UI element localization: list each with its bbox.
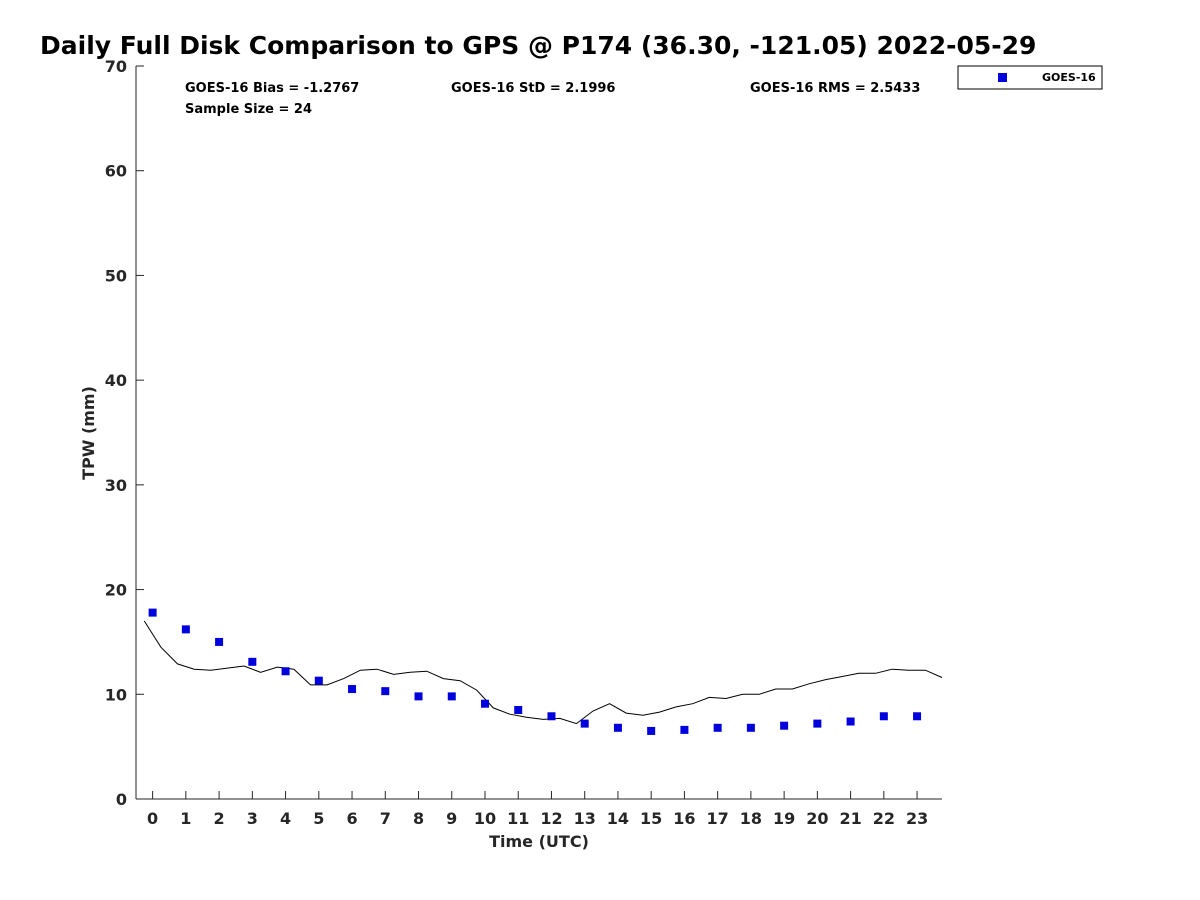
legend-label-goes16: GOES-16 [1042, 71, 1096, 84]
goes16-point [148, 608, 157, 617]
y-tick-label: 50 [105, 266, 127, 285]
x-tick-label: 22 [873, 809, 895, 828]
goes16-point [846, 717, 855, 726]
stat-bias: GOES-16 Bias = -1.2767 [185, 81, 359, 96]
goes16-point [879, 712, 888, 721]
legend: GOES-16 [957, 65, 1103, 90]
x-tick-label: 15 [640, 809, 662, 828]
y-tick-label: 20 [105, 581, 127, 600]
x-tick-label: 10 [474, 809, 496, 828]
goes16-point [248, 657, 257, 666]
goes16-point [381, 687, 390, 696]
stat-std: GOES-16 StD = 2.1996 [451, 81, 615, 96]
y-tick-label: 10 [105, 685, 127, 704]
goes16-point [547, 712, 556, 721]
y-tick-label: 30 [105, 476, 127, 495]
chart-title: Daily Full Disk Comparison to GPS @ P174… [40, 31, 1036, 60]
x-tick-label: 4 [280, 809, 291, 828]
gps-line [143, 620, 943, 725]
x-tick-label: 3 [247, 809, 258, 828]
goes16-point [514, 705, 523, 714]
x-tick-label: 13 [574, 809, 596, 828]
x-tick-label: 20 [806, 809, 828, 828]
x-tick-label: 18 [740, 809, 762, 828]
x-axis-label: Time (UTC) [489, 832, 589, 851]
y-tick-label: 60 [105, 162, 127, 181]
legend-box [957, 65, 1103, 90]
goes16-point [447, 692, 456, 701]
y-axis-label: TPW (mm) [79, 386, 98, 480]
goes16-scatter-series [148, 608, 922, 735]
x-tick-label: 7 [380, 809, 391, 828]
goes16-point [281, 667, 290, 676]
legend-marker-goes16 [998, 73, 1007, 82]
goes16-point [348, 685, 357, 694]
x-tick-label: 21 [839, 809, 861, 828]
goes16-point [713, 723, 722, 732]
goes16-point [613, 723, 622, 732]
goes16-point [215, 637, 224, 646]
goes16-point [913, 712, 922, 721]
stat-rms: GOES-16 RMS = 2.5433 [750, 81, 920, 96]
goes16-point [813, 719, 822, 728]
goes16-point [580, 719, 589, 728]
x-tick-label: 16 [673, 809, 695, 828]
stat-sample-size: Sample Size = 24 [185, 102, 312, 117]
goes16-point [680, 725, 689, 734]
x-tick-label: 9 [446, 809, 457, 828]
x-tick-label: 19 [773, 809, 795, 828]
y-tick-label: 40 [105, 371, 127, 390]
x-tick-label: 17 [707, 809, 729, 828]
x-tick-label: 23 [906, 809, 928, 828]
x-tick-label: 5 [313, 809, 324, 828]
goes16-point [780, 721, 789, 730]
plot-area [136, 66, 942, 799]
goes16-point [480, 699, 489, 708]
x-tick-label: 6 [346, 809, 357, 828]
goes16-point [181, 625, 190, 634]
y-tick-label: 0 [116, 790, 127, 809]
gps-line-series [143, 620, 943, 725]
goes16-point [647, 726, 656, 735]
x-tick-label: 2 [214, 809, 225, 828]
x-tick-label: 0 [147, 809, 158, 828]
goes16-point [414, 692, 423, 701]
x-tick-label: 1 [180, 809, 191, 828]
x-tick-label: 8 [413, 809, 424, 828]
x-tick-label: 12 [540, 809, 562, 828]
goes16-point [746, 723, 755, 732]
x-tick-label: 14 [607, 809, 629, 828]
goes16-point [314, 676, 323, 685]
y-tick-label: 70 [105, 57, 127, 76]
x-tick-label: 11 [507, 809, 529, 828]
